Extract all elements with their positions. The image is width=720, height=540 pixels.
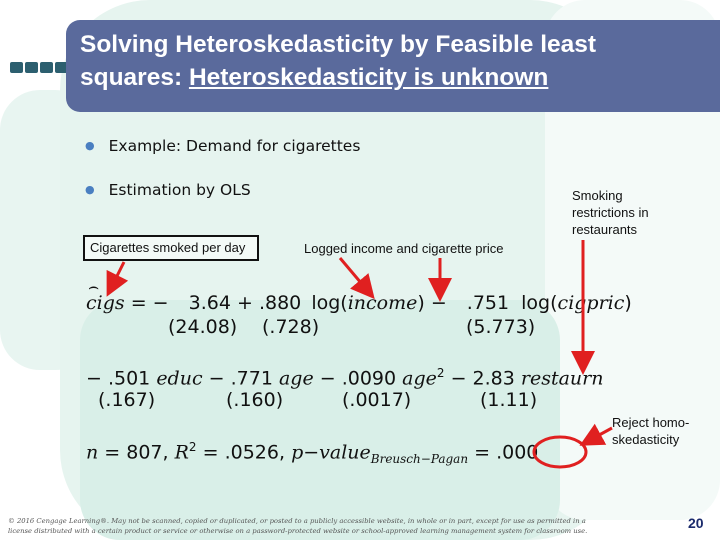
smoking-annotation: Smoking restrictions in restaurants (572, 188, 649, 237)
arrow-to-cigs (106, 261, 129, 297)
bullet-example: ● Example: Demand for cigarettes (85, 137, 361, 155)
se-c1: (.728) (262, 316, 320, 338)
page-number: 20 (688, 515, 704, 531)
copyright-footer: © 2016 Cengage Learning®. May not be sca… (8, 517, 588, 535)
cigs-annotation-box: Cigarettes smoked per day (83, 235, 259, 261)
equation-row-1: cigs ⌢ = − 3.64 + .880 log(income) − .751… (86, 277, 632, 314)
lhs-cigs-hat: cigs ⌢ (86, 277, 125, 314)
arrow-to-income (338, 257, 375, 300)
title-underlined: Heteroskedasticity is unknown (188, 64, 549, 91)
arrow-to-pvalue (579, 423, 613, 446)
bullet-estimation: ● Estimation by OLS (85, 181, 251, 199)
se-c0: (24.08) (168, 316, 238, 338)
title-line-2: squares: Heteroskedasticity is unknown (80, 64, 549, 91)
slide-title: Solving Heteroskedasticity by Feasible l… (80, 28, 710, 94)
se-age: (.160) (226, 389, 284, 411)
se-restaurn: (1.11) (480, 389, 538, 411)
se-educ: (.167) (98, 389, 156, 411)
se-c2: (5.773) (466, 316, 536, 338)
reject-annotation: Reject homo- skedasticity (612, 415, 690, 447)
title-line-1: Solving Heteroskedasticity by Feasible l… (80, 31, 597, 58)
title-band (66, 20, 720, 112)
se-agesq: (.0017) (342, 389, 412, 411)
equation-row-3: n = 807, R2 = .0526, p−valueBreusch−Paga… (86, 440, 539, 467)
pvalue-circle (532, 435, 588, 469)
logged-annotation: Logged income and cigarette price (304, 241, 504, 256)
title-decoration-squares (10, 58, 70, 77)
bullet-dot-icon: ● (85, 139, 95, 152)
pvalue-number: .000 (496, 441, 539, 464)
bullet-dot-icon: ● (85, 183, 95, 196)
